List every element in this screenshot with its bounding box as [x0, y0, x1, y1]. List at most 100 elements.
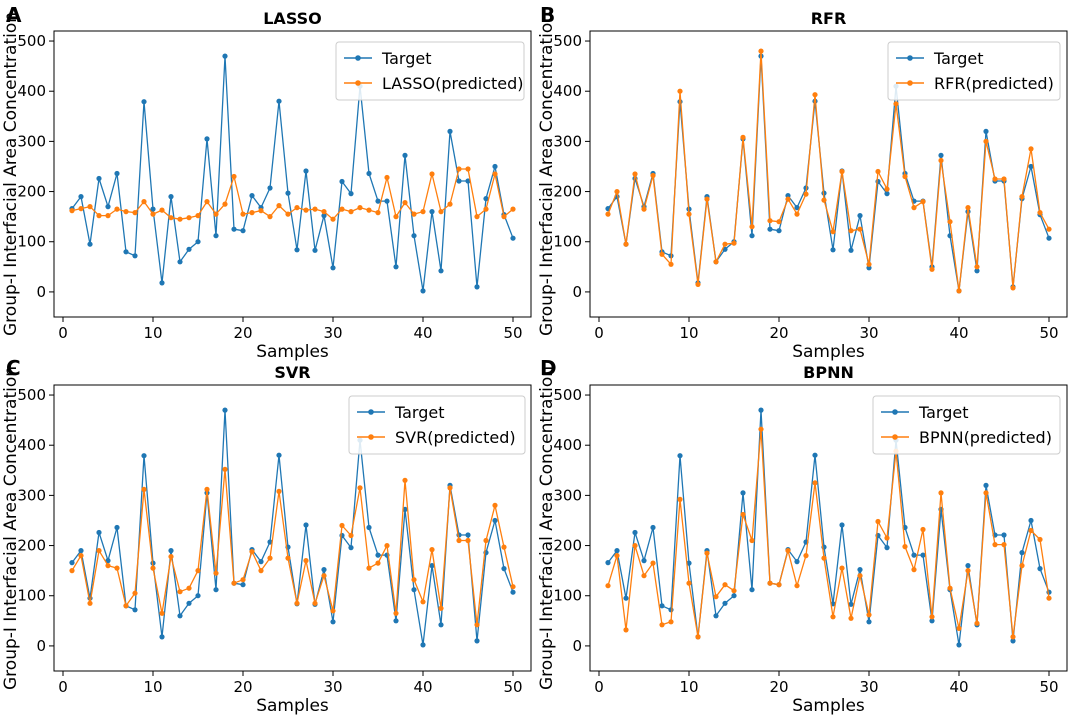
data-point-target — [141, 453, 147, 459]
legend: Target LASSO(predicted) — [335, 41, 525, 101]
data-point-predicted — [974, 264, 980, 270]
data-point-predicted — [87, 600, 93, 606]
x-tick-label: 40 — [413, 324, 432, 342]
data-point-predicted — [1019, 563, 1025, 569]
data-point-target — [848, 247, 854, 253]
data-point-predicted — [204, 199, 210, 205]
data-point-predicted — [668, 261, 674, 267]
data-point-predicted — [177, 216, 183, 222]
data-point-predicted — [1019, 194, 1025, 200]
data-point-predicted — [357, 485, 363, 491]
data-point-target — [375, 198, 381, 204]
data-point-predicted — [429, 171, 435, 177]
data-point-predicted — [393, 610, 399, 616]
data-point-target — [384, 198, 390, 204]
data-point-target — [285, 190, 291, 196]
legend: Target BPNN(predicted) — [872, 395, 1061, 455]
legend-marker — [368, 409, 374, 415]
data-point-predicted — [830, 229, 836, 235]
data-point-predicted — [204, 486, 210, 492]
data-point-predicted — [839, 565, 845, 571]
data-point-predicted — [114, 565, 120, 571]
data-point-predicted — [1037, 536, 1043, 543]
data-point-predicted — [456, 166, 462, 172]
data-point-predicted — [875, 518, 881, 525]
data-point-target — [276, 98, 282, 104]
y-tick-label: 400 — [17, 82, 46, 100]
data-point-predicted — [641, 206, 647, 212]
legend-label: Target — [933, 49, 984, 68]
data-point-predicted — [686, 211, 692, 217]
data-point-target — [659, 603, 665, 609]
data-point-predicted — [938, 490, 944, 496]
data-point-predicted — [366, 565, 372, 571]
x-tick-label: 40 — [413, 678, 432, 696]
legend-label: BPNN(predicted) — [919, 428, 1052, 447]
data-point-target — [501, 566, 507, 572]
data-point-target — [420, 642, 426, 648]
data-point-predicted — [677, 88, 683, 94]
data-point-predicted — [114, 206, 120, 212]
data-point-predicted — [893, 101, 899, 107]
x-tick-label: 0 — [594, 324, 604, 342]
legend-marker — [355, 55, 361, 61]
panel-letter-b: B — [540, 3, 555, 27]
x-tick-label: 20 — [233, 678, 252, 696]
data-point-target — [303, 522, 309, 528]
data-point-target — [830, 247, 836, 253]
data-point-predicted — [321, 209, 327, 215]
y-tick-label: 0 — [572, 637, 582, 655]
data-point-predicted — [749, 537, 755, 544]
data-point-predicted — [920, 526, 926, 533]
data-point-predicted — [1046, 226, 1052, 232]
y-tick-label: 100 — [553, 233, 582, 251]
data-point-target — [1046, 235, 1052, 241]
data-point-target — [204, 136, 210, 142]
data-point-predicted — [267, 214, 273, 220]
data-point-predicted — [1028, 146, 1034, 152]
data-point-target — [177, 613, 183, 619]
data-point-target — [411, 587, 417, 593]
data-point-predicted — [956, 625, 962, 632]
data-point-predicted — [848, 228, 854, 234]
data-point-target — [983, 128, 989, 134]
data-point-target — [420, 288, 426, 294]
y-tick-label: 0 — [36, 283, 46, 301]
y-tick-label: 500 — [553, 386, 582, 404]
data-point-predicted — [857, 573, 863, 579]
data-point-target — [1028, 163, 1034, 170]
data-point-predicted — [1001, 176, 1007, 182]
data-point-target — [668, 607, 674, 613]
data-point-predicted — [294, 205, 300, 211]
data-point-predicted — [438, 605, 444, 611]
data-point-target — [447, 128, 453, 134]
data-point-predicted — [902, 173, 908, 180]
data-point-predicted — [803, 553, 809, 559]
data-point-target — [366, 170, 372, 177]
data-point-target — [1001, 532, 1007, 538]
data-point-target — [240, 228, 246, 234]
x-tick-label: 0 — [594, 678, 604, 696]
data-point-target — [78, 194, 84, 200]
data-point-target — [510, 235, 516, 241]
data-point-target — [348, 545, 354, 551]
y-axis-label: Group-I Interfacial Area Concentration — [1, 366, 21, 690]
data-point-target — [884, 545, 890, 551]
x-tick-label: 50 — [1039, 324, 1058, 342]
data-point-predicted — [785, 548, 791, 554]
data-point-target — [483, 196, 489, 202]
data-point-target — [749, 587, 755, 593]
y-tick-label: 400 — [553, 436, 582, 454]
data-point-target — [168, 548, 174, 554]
chart-title: BPNN — [803, 363, 854, 382]
data-point-target — [330, 619, 336, 625]
series-line-predicted — [607, 428, 1050, 638]
data-point-target — [213, 233, 219, 239]
data-point-target — [623, 595, 629, 601]
data-point-predicted — [758, 426, 764, 432]
data-point-predicted — [956, 288, 962, 294]
legend-label: Target — [918, 403, 969, 422]
data-point-predicted — [884, 186, 890, 192]
data-point-predicted — [159, 207, 165, 213]
